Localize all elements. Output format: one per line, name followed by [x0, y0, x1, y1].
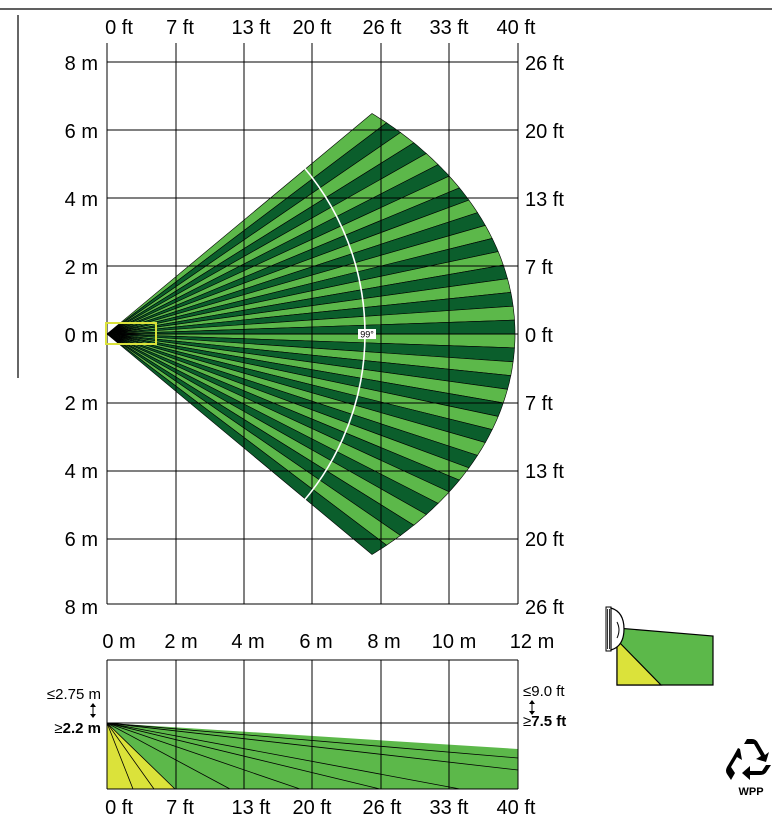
side-right-height-arrow	[529, 700, 535, 715]
right-y-tick-label: 13 ft	[525, 461, 564, 483]
side-ray	[106, 722, 134, 790]
left-y-tick-label: 6 m	[65, 529, 98, 551]
bottom-x-tick-label: 6 m	[299, 631, 332, 653]
top-x-tick-label: 40 ft	[497, 17, 536, 39]
side-bottom-tick-label: 33 ft	[430, 797, 469, 819]
side-right-min-value: 7.5 ft	[531, 713, 566, 730]
left-y-m-axis: 8 m 6 m 4 m 2 m 0 m 2 m 4 m 6 m 8 m	[65, 53, 98, 619]
wall-mount-sensor-icon	[605, 606, 714, 686]
right-y-tick-label: 20 ft	[525, 529, 564, 551]
top-view-plot: 99° 0 ft 7 ft 13 ft 20 ft 26 ft 33 ft 40…	[65, 17, 565, 653]
bottom-x-tick-label: 2 m	[164, 631, 197, 653]
coverage-beam	[106, 333, 388, 555]
right-y-tick-label: 20 ft	[525, 121, 564, 143]
side-ray	[106, 722, 301, 790]
left-y-tick-label: 0 m	[65, 325, 98, 347]
top-x-tick-label: 7 ft	[166, 17, 194, 39]
side-right-min-height: ≥7.5 ft	[523, 713, 566, 730]
left-y-tick-label: 4 m	[65, 461, 98, 483]
side-left-min-prefix: ≥	[54, 720, 62, 737]
side-bottom-tick-label: 26 ft	[363, 797, 402, 819]
side-left-min-height: ≥2.2 m	[54, 720, 101, 737]
coverage-beams	[106, 113, 516, 555]
left-y-tick-label: 2 m	[65, 257, 98, 279]
side-right-min-prefix: ≥	[523, 713, 531, 730]
side-view-grid	[106, 659, 519, 790]
right-y-tick-label: 0 ft	[525, 325, 553, 347]
side-bottom-tick-label: 40 ft	[497, 797, 536, 819]
sensor-box	[105, 322, 157, 345]
bottom-x-m-axis: 0 m 2 m 4 m 6 m 8 m 10 m 12 m	[102, 631, 554, 653]
bottom-x-tick-label: 10 m	[432, 631, 476, 653]
top-x-tick-label: 33 ft	[430, 17, 469, 39]
left-y-tick-label: 4 m	[65, 189, 98, 211]
recycle-icon: WPP	[726, 739, 771, 798]
bottom-x-tick-label: 0 m	[102, 631, 135, 653]
top-x-ft-axis: 0 ft 7 ft 13 ft 20 ft 26 ft 33 ft 40 ft	[105, 17, 536, 39]
right-y-tick-label: 26 ft	[525, 53, 564, 75]
side-ray	[106, 722, 461, 790]
recycle-code: WPP	[738, 786, 763, 798]
side-view-plot: ≤2.75 m ≥2.2 m ≤9.0 ft ≥7.5 ft 0 ft 7 ft…	[47, 659, 566, 819]
side-left-max-height: ≤2.75 m	[47, 686, 101, 703]
right-y-tick-label: 7 ft	[525, 257, 553, 279]
top-x-tick-label: 20 ft	[293, 17, 332, 39]
side-ray	[106, 722, 176, 790]
side-bottom-ft-axis: 0 ft 7 ft 13 ft 20 ft 26 ft 33 ft 40 ft	[105, 797, 536, 819]
top-x-tick-label: 26 ft	[363, 17, 402, 39]
left-y-tick-label: 8 m	[65, 597, 98, 619]
bottom-x-tick-label: 12 m	[510, 631, 554, 653]
top-x-tick-label: 13 ft	[232, 17, 271, 39]
angle-label: 99°	[360, 330, 374, 340]
side-bottom-tick-label: 20 ft	[293, 797, 332, 819]
left-y-tick-label: 2 m	[65, 393, 98, 415]
top-view-grid	[106, 43, 519, 605]
side-bottom-tick-label: 0 ft	[105, 797, 133, 819]
side-right-max-height: ≤9.0 ft	[523, 683, 565, 700]
side-ray	[106, 722, 231, 790]
side-left-height-arrow	[90, 703, 96, 718]
right-y-tick-label: 7 ft	[525, 393, 553, 415]
side-bottom-tick-label: 7 ft	[166, 797, 194, 819]
left-y-tick-label: 6 m	[65, 121, 98, 143]
right-y-ft-axis: 26 ft 20 ft 13 ft 7 ft 0 ft 7 ft 13 ft 2…	[525, 53, 564, 619]
angle-label-background	[358, 329, 376, 339]
left-y-tick-label: 8 m	[65, 53, 98, 75]
right-y-tick-label: 26 ft	[525, 597, 564, 619]
top-x-tick-label: 0 ft	[105, 17, 133, 39]
bottom-x-tick-label: 4 m	[231, 631, 264, 653]
side-ray	[106, 722, 155, 790]
side-left-min-value: 2.2 m	[63, 720, 101, 737]
bottom-x-tick-label: 8 m	[367, 631, 400, 653]
side-bottom-tick-label: 13 ft	[232, 797, 271, 819]
right-y-tick-label: 13 ft	[525, 189, 564, 211]
